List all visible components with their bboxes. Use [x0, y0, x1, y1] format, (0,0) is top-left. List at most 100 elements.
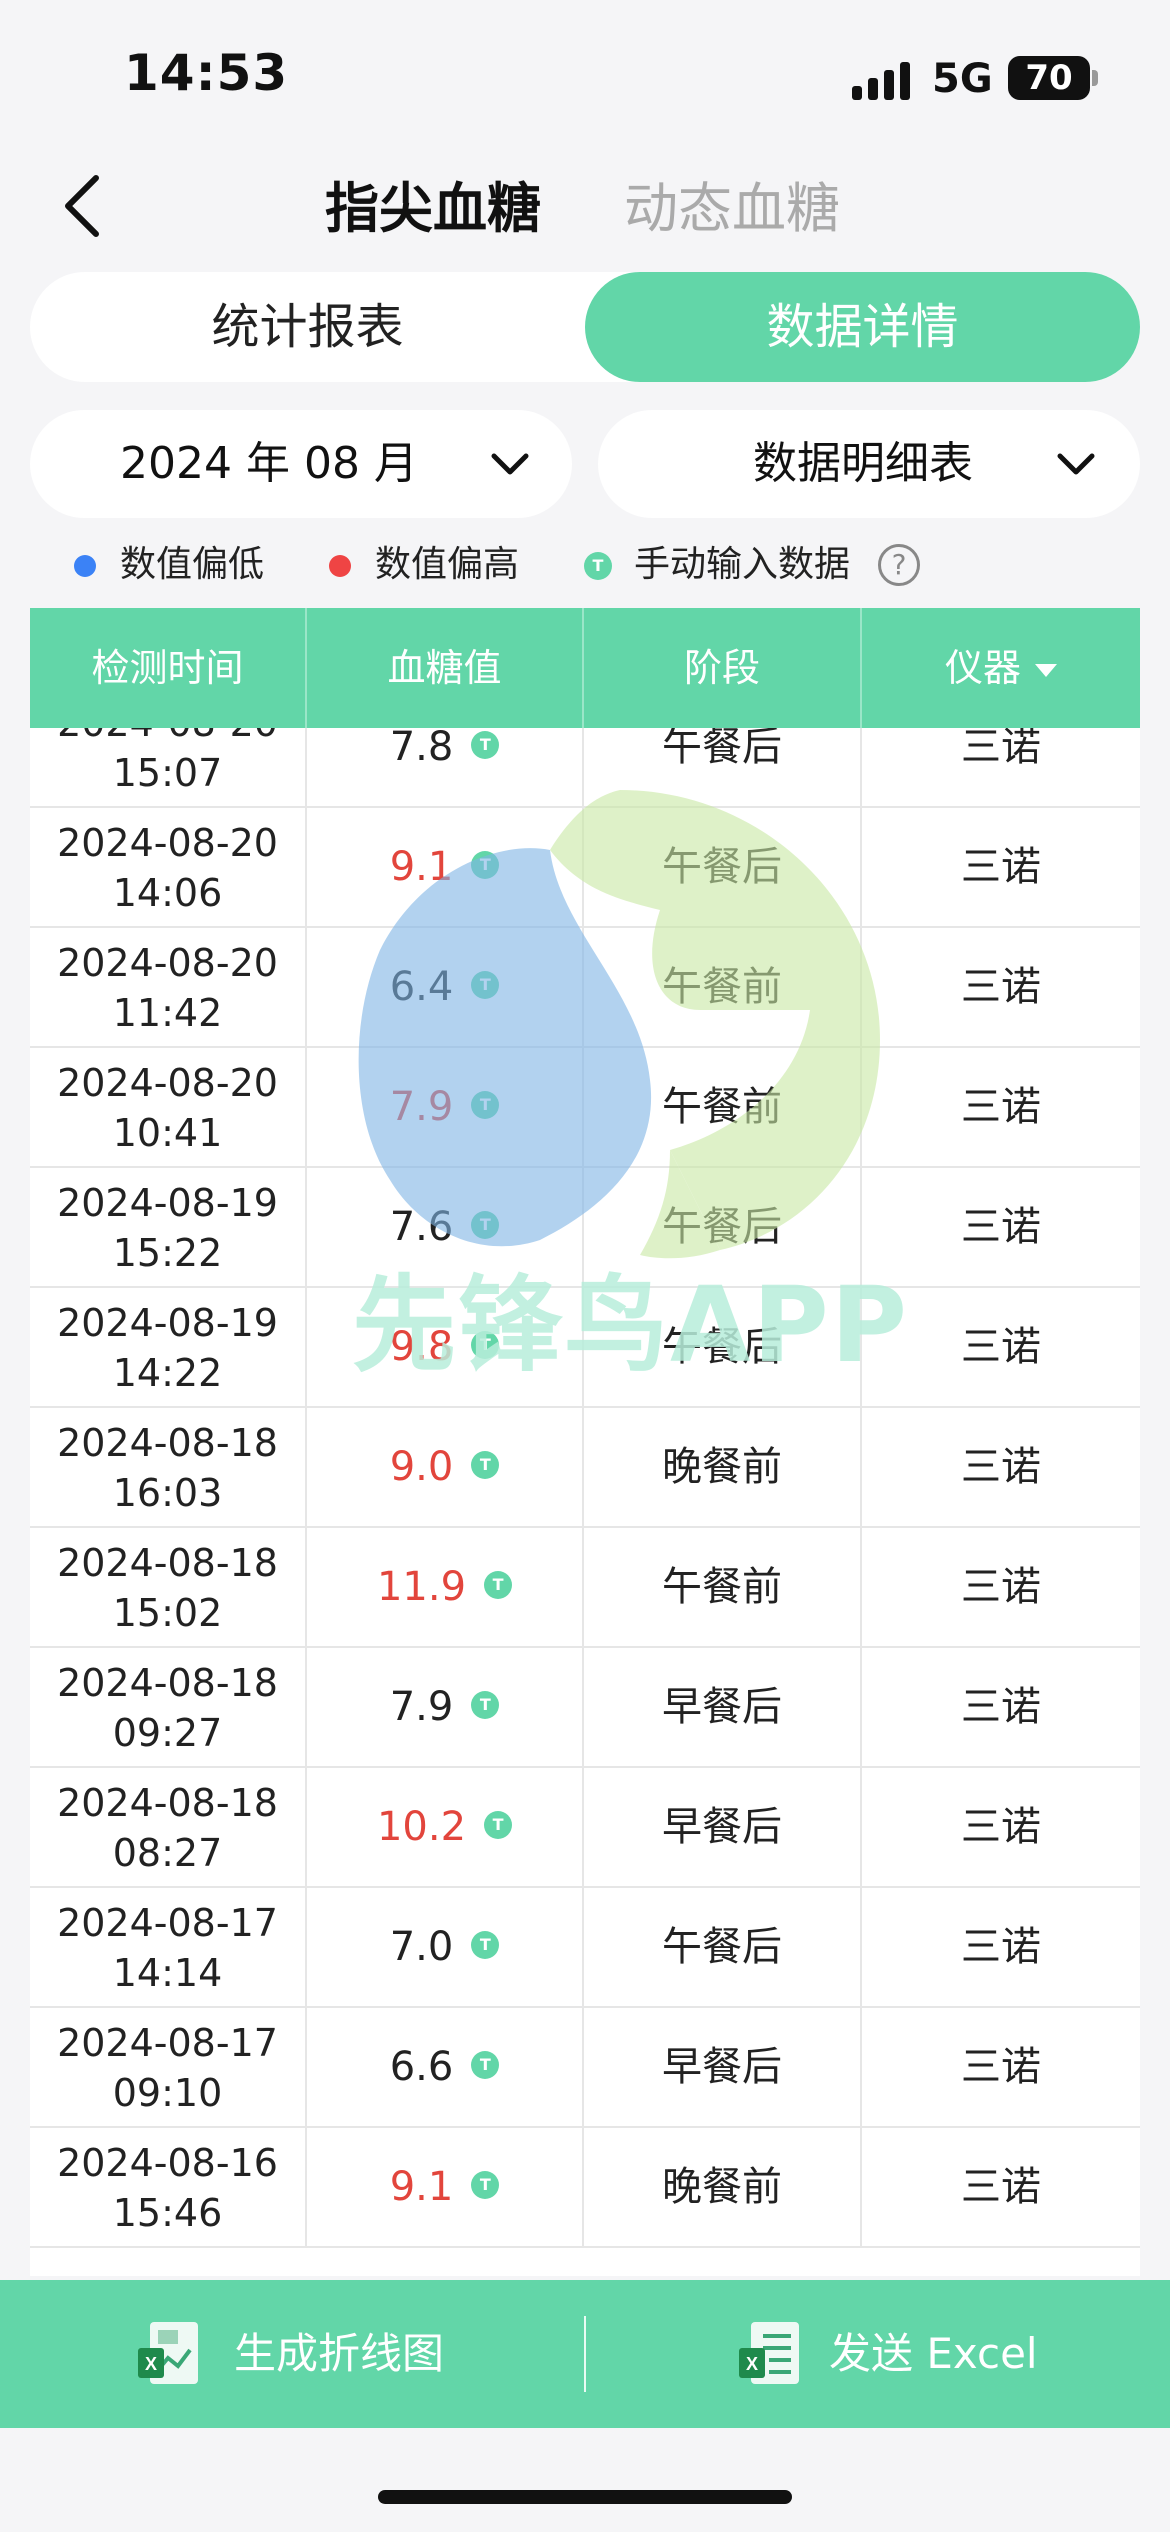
table-row[interactable]: 2024-08-18 15:02 11.9 T 午餐前 三诺	[30, 1528, 1140, 1648]
cell-stage: 午餐后	[584, 808, 862, 926]
header-glucose-value: 血糖值	[307, 608, 584, 728]
excel-chart-icon: X	[138, 2322, 198, 2384]
table-rows: 2024-08-2015:077.8T午餐后三诺2024-08-2014:069…	[30, 728, 1140, 2248]
table-row[interactable]: 2024-08-20 14:06 9.1 T 午餐后 三诺	[30, 808, 1140, 928]
segment-data-details[interactable]: 数据详情	[585, 272, 1140, 382]
cell-stage: 晚餐前	[584, 2128, 862, 2246]
cell-device: 三诺	[961, 1804, 1041, 1850]
tab-continuous-glucose[interactable]: 动态血糖	[624, 177, 840, 240]
table-row[interactable]: 2024-08-18 08:27 10.2 T 早餐后 三诺	[30, 1768, 1140, 1888]
excel-file-icon: X	[739, 2322, 799, 2384]
table-row[interactable]: 2024-08-17 09:10 6.6 T 早餐后 三诺	[30, 2008, 1140, 2128]
manual-input-icon: T	[471, 1931, 500, 1959]
manual-input-icon: T	[471, 1331, 500, 1359]
view-segment: 统计报表 数据详情	[30, 272, 1140, 382]
table-row[interactable]: 2024-08-20 10:41 7.9 T 午餐前 三诺	[30, 1048, 1140, 1168]
cell-test-time: 2024-08-20 15:07	[30, 728, 307, 806]
manual-input-icon: T	[471, 731, 500, 759]
generate-line-chart-button[interactable]: X 生成折线图	[0, 2280, 585, 2428]
table-type-select[interactable]: 数据明细表	[598, 410, 1140, 518]
cell-time: 09:10	[112, 2071, 223, 2115]
table-row[interactable]: 2024-08-16 15:46 9.1 T 晚餐前 三诺	[30, 2128, 1140, 2248]
cell-device: 三诺	[961, 1324, 1041, 1370]
table-header: 检测时间 血糖值 阶段 仪器	[30, 608, 1140, 728]
cell-test-time: 2024-08-18 15:02	[30, 1528, 307, 1646]
cell-test-time: 2024-08-17 14:14	[30, 1888, 307, 2006]
cell-device: 三诺	[961, 844, 1041, 890]
cell-glucose-value: 7.9 T	[307, 1048, 584, 1166]
status-bar: 14:53 5G 70	[0, 0, 1170, 140]
cell-test-time: 2024-08-16 15:46	[30, 2128, 307, 2246]
back-button[interactable]	[56, 166, 116, 246]
signal-icon	[852, 60, 914, 100]
manual-input-icon: T	[471, 1691, 500, 1719]
legend-low-label: 数值偏低	[120, 544, 265, 585]
table-row[interactable]: 2024-08-18 16:03 9.0 T 晚餐前 三诺	[30, 1408, 1140, 1528]
cell-test-time: 2024-08-19 15:22	[30, 1168, 307, 1286]
table-row[interactable]: 2024-08-17 14:14 7.0 T 午餐后 三诺	[30, 1888, 1140, 2008]
tab-fingertip-glucose[interactable]: 指尖血糖	[325, 177, 541, 240]
segment-statistics-report[interactable]: 统计报表	[211, 299, 404, 355]
cell-date: 2024-08-20	[57, 941, 278, 985]
glucose-value: 9.0	[389, 1444, 454, 1490]
cell-device: 三诺	[961, 1684, 1041, 1730]
cell-glucose-value: 11.9 T	[307, 1528, 584, 1646]
send-excel-button[interactable]: X 发送 Excel	[585, 2280, 1170, 2428]
home-indicator[interactable]	[378, 2490, 792, 2504]
manual-input-icon: T	[471, 2051, 500, 2079]
table-body[interactable]: 2024-08-2015:077.8T午餐后三诺2024-08-2014:069…	[30, 728, 1140, 2276]
caret-down-icon	[1035, 664, 1057, 677]
cell-test-time: 2024-08-17 09:10	[30, 2008, 307, 2126]
table-row[interactable]: 2024-08-18 09:27 7.9 T 早餐后 三诺	[30, 1648, 1140, 1768]
cell-test-time: 2024-08-20 11:42	[30, 928, 307, 1046]
cell-date: 2024-08-20	[30, 728, 305, 748]
cell-test-time: 2024-08-20 14:06	[30, 808, 307, 926]
cell-device: 三诺	[961, 1444, 1041, 1490]
table-row[interactable]: 2024-08-19 15:22 7.6 T 午餐后 三诺	[30, 1168, 1140, 1288]
cell-device: 三诺	[961, 1204, 1041, 1250]
cell-stage: 早餐后	[584, 1768, 862, 1886]
svg-text:X: X	[145, 2354, 157, 2374]
header-test-time: 检测时间	[30, 608, 307, 728]
table-row[interactable]: 2024-08-19 14:22 9.8 T 午餐后 三诺	[30, 1288, 1140, 1408]
table-row[interactable]: 2024-08-20 15:07 7.8 T 午餐后 三诺	[30, 728, 1140, 808]
header-device[interactable]: 仪器	[862, 608, 1140, 728]
cell-glucose-value: 9.8 T	[307, 1288, 584, 1406]
glucose-value: 11.9	[376, 1564, 467, 1610]
cell-device: 三诺	[961, 1924, 1041, 1970]
cell-glucose-value: 6.4 T	[307, 928, 584, 1046]
bottom-action-bar: X 生成折线图 X 发送 Excel	[0, 2280, 1170, 2428]
help-icon[interactable]: ?	[878, 544, 920, 586]
status-time: 14:53	[124, 44, 289, 102]
glucose-value: 6.6	[389, 2044, 454, 2090]
cell-device: 三诺	[961, 2164, 1041, 2210]
battery-icon: 70	[1008, 56, 1090, 100]
glucose-value: 9.8	[389, 1324, 454, 1370]
manual-input-icon: T	[471, 1091, 500, 1119]
cell-date: 2024-08-18	[57, 1541, 278, 1585]
cell-date: 2024-08-18	[57, 1781, 278, 1825]
glucose-value: 9.1	[389, 844, 454, 890]
cell-device: 三诺	[961, 964, 1041, 1010]
cell-stage: 午餐前	[584, 1528, 862, 1646]
generate-line-chart-label: 生成折线图	[234, 2329, 445, 2378]
glucose-value: 7.9	[389, 1684, 454, 1730]
cell-time: 15:07	[112, 751, 223, 795]
cell-date: 2024-08-20	[57, 1061, 278, 1105]
cell-test-time: 2024-08-20 10:41	[30, 1048, 307, 1166]
cell-date: 2024-08-17	[57, 1901, 278, 1945]
cell-stage: 晚餐前	[584, 1408, 862, 1526]
red-dot-icon	[329, 555, 351, 577]
chevron-down-icon	[491, 453, 529, 475]
cell-glucose-value: 7.8 T	[307, 728, 584, 806]
table-row[interactable]: 2024-08-20 11:42 6.4 T 午餐前 三诺	[30, 928, 1140, 1048]
cell-glucose-value: 9.1 T	[307, 2128, 584, 2246]
manual-input-icon: T	[471, 1451, 500, 1479]
header-stage: 阶段	[584, 608, 862, 728]
glucose-value: 9.1	[389, 2164, 454, 2210]
cell-device: 三诺	[961, 728, 1041, 770]
month-select[interactable]: 2024 年 08 月	[30, 410, 572, 518]
cell-date: 2024-08-17	[57, 2021, 278, 2065]
cell-date: 2024-08-19	[57, 1301, 278, 1345]
cell-time: 09:27	[112, 1711, 223, 1755]
